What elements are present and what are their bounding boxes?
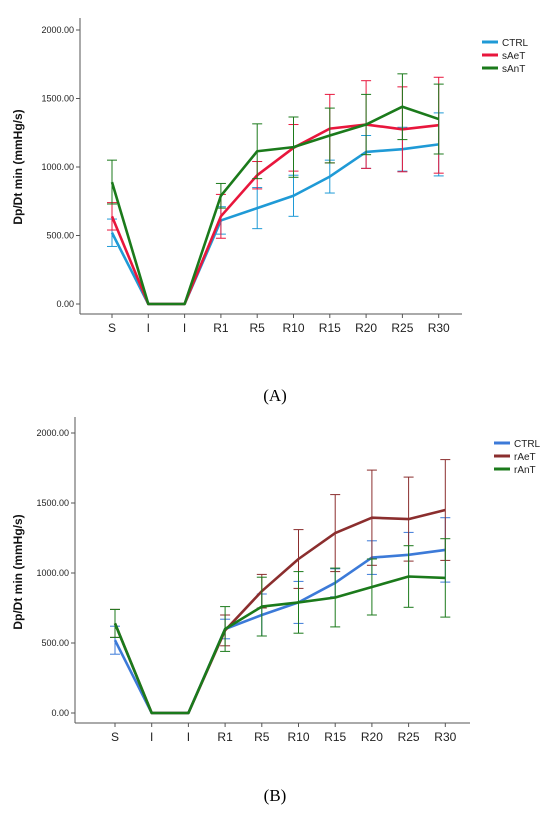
chart-b-x-tick-label: I — [187, 730, 190, 744]
chart-a-x-tick-label: R10 — [282, 321, 304, 335]
chart-a-x-tick-label: R5 — [250, 321, 266, 335]
chart-b-x-tick-label: R1 — [217, 730, 233, 744]
chart-a-y-tick-label: 500.00 — [46, 231, 74, 241]
chart-panel-a: 0.00 500.00 1000.00 1500.00 2000.00 S I I R1 R5 R1… — [0, 0, 550, 350]
chart-a-y-tick-label: 0.00 — [56, 299, 74, 309]
chart-a-y-axis-label: Dp/Dt min (mmHg/s) — [11, 109, 25, 224]
chart-b-y-tick-label: 1500.00 — [36, 498, 69, 508]
chart-panel-b: 0.00 500.00 1000.00 1500.00 2000.00 S I I R1 R5 R1… — [0, 407, 550, 767]
chart-b-x-tick-label: R5 — [254, 730, 270, 744]
chart-a-y-tick-label: 1000.00 — [41, 162, 74, 172]
chart-b-y-tick-label: 1000.00 — [36, 568, 69, 578]
chart-b-x-tick-label: I — [150, 730, 153, 744]
chart-b-x-tick-label: R25 — [398, 730, 420, 744]
chart-b-x-tick-label: R20 — [361, 730, 383, 744]
chart-a-y-tick-label: 2000.00 — [41, 25, 74, 35]
chart-b-x-tick-label: R30 — [434, 730, 456, 744]
chart-b-series-raet-line — [113, 508, 446, 715]
chart-a-legend-label-ctrl: CTRL — [502, 38, 529, 49]
chart-a-series-sant-line — [110, 105, 440, 306]
chart-a-legend-label-sant: sAnT — [502, 64, 525, 75]
chart-a-x-tick-label: I — [183, 321, 186, 335]
chart-a-x-tick-label: R20 — [355, 321, 377, 335]
chart-a-legend-label-saet: sAeT — [502, 51, 525, 62]
chart-a-x-tick-label: R1 — [213, 321, 229, 335]
panel-caption-b: (B) — [263, 786, 287, 805]
chart-a-x-tick-label: S — [108, 321, 116, 335]
line-chart-a: 0.00 500.00 1000.00 1500.00 2000.00 S I I R1 R5 R1… — [11, 18, 529, 335]
chart-a-y-tick-label: 1500.00 — [41, 94, 74, 104]
chart-a-x-tick-label: R25 — [391, 321, 413, 335]
chart-b-x-tick-label: R10 — [287, 730, 309, 744]
chart-b-y-tick-label: 2000.00 — [36, 428, 69, 438]
chart-a-x-tick-label: I — [147, 321, 150, 335]
chart-b-y-axis-label: Dp/Dt min (mmHg/s) — [11, 514, 25, 629]
chart-b-y-tick-label: 500.00 — [41, 638, 69, 648]
chart-b-x-tick-label: R15 — [324, 730, 346, 744]
chart-b-series-rant-line — [113, 575, 446, 715]
chart-a-x-tick-label: R30 — [428, 321, 450, 335]
panel-caption-a: (A) — [263, 386, 287, 405]
chart-b-legend-label-rant: rAnT — [514, 465, 536, 476]
chart-a-series-ctrl-line — [110, 143, 439, 306]
chart-b-x-tick-label: S — [111, 730, 119, 744]
line-chart-b: 0.00 500.00 1000.00 1500.00 2000.00 S I I R1 R5 R1… — [11, 417, 541, 744]
chart-b-legend-label-ctrl: CTRL — [514, 439, 541, 450]
chart-b-legend-label-raet: rAeT — [514, 452, 536, 463]
chart-b-y-tick-label: 0.00 — [51, 708, 69, 718]
chart-a-x-tick-label: R15 — [319, 321, 341, 335]
